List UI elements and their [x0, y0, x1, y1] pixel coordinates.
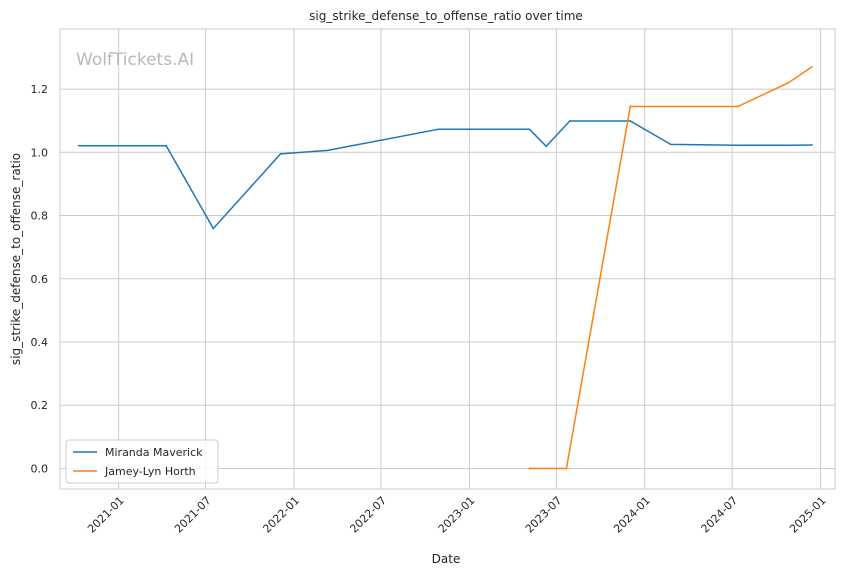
data-point [326, 149, 329, 152]
data-point [811, 66, 813, 68]
y-axis-title: sig_strike_defense_to_offense_ratio [9, 153, 23, 365]
series-line-0 [78, 120, 812, 230]
x-tick-label: 2022-07 [347, 494, 389, 536]
data-point [669, 143, 672, 146]
y-tick-label: 1.2 [31, 83, 49, 96]
data-point [528, 467, 531, 470]
x-tick-label: 2024-07 [699, 494, 741, 536]
data-point [568, 120, 571, 122]
chart-title: sig_strike_defense_to_offense_ratio over… [309, 9, 583, 23]
x-axis-title: Date [432, 552, 461, 566]
legend: Miranda Maverick Jamey-Lyn Horth [65, 439, 219, 484]
x-tick-label: 2025-01 [787, 494, 829, 536]
series-line-1 [529, 66, 813, 470]
data-point [279, 152, 282, 155]
data-point [629, 120, 632, 122]
x-axis: 2021-01 2021-07 2022-01 2022-07 2023-01 2023-… [85, 494, 829, 536]
data-point [565, 467, 568, 470]
data-point [737, 105, 739, 108]
data-point [545, 145, 548, 148]
series-layer [77, 66, 813, 470]
x-tick-label: 2024-01 [611, 494, 653, 536]
x-tick-label: 2021-07 [172, 494, 214, 536]
data-point [528, 128, 531, 131]
data-point [787, 81, 790, 84]
legend-label: Miranda Maverick [105, 446, 203, 459]
data-point [629, 105, 632, 108]
data-point [165, 144, 168, 147]
y-tick-label: 0.8 [31, 210, 49, 223]
data-point [737, 144, 739, 147]
y-tick-label: 1.0 [31, 146, 49, 159]
data-point [212, 227, 215, 230]
y-axis: 0.0 0.2 0.4 0.6 0.8 1.0 1.2 [31, 83, 49, 475]
x-tick-label: 2022-01 [260, 494, 302, 536]
y-tick-label: 0.4 [31, 336, 49, 349]
grid [60, 29, 835, 489]
y-tick-label: 0.2 [31, 399, 49, 412]
legend-box [65, 439, 219, 484]
data-point [811, 144, 813, 146]
y-tick-label: 0.0 [31, 462, 49, 475]
y-tick-label: 0.6 [31, 273, 49, 286]
x-tick-label: 2023-07 [523, 494, 565, 536]
data-point [77, 144, 80, 147]
plot-area-frame [59, 28, 836, 490]
watermark: WolfTickets.AI [76, 50, 194, 70]
data-point [787, 144, 790, 147]
x-tick-label: 2021-01 [85, 494, 127, 536]
legend-label: Jamey-Lyn Horth [104, 465, 196, 478]
x-tick-label: 2023-01 [436, 494, 478, 536]
data-point [437, 128, 440, 131]
